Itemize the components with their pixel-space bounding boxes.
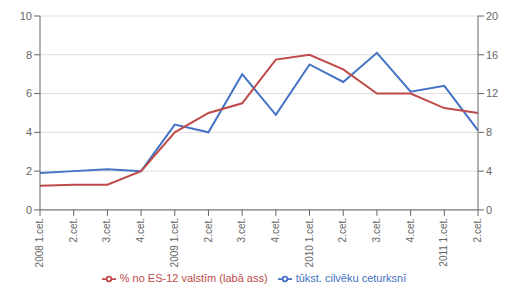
- svg-text:4: 4: [486, 165, 492, 177]
- svg-text:3.cet.: 3.cet.: [101, 218, 112, 242]
- svg-text:20: 20: [486, 10, 498, 22]
- svg-text:2.cet.: 2.cet.: [472, 218, 483, 242]
- svg-text:4.cet.: 4.cet.: [270, 218, 281, 242]
- svg-text:4: 4: [26, 126, 32, 138]
- svg-text:0: 0: [26, 204, 32, 216]
- svg-text:2.cet.: 2.cet.: [68, 218, 79, 242]
- svg-text:3.cet.: 3.cet.: [236, 218, 247, 242]
- svg-text:2: 2: [26, 165, 32, 177]
- svg-text:8: 8: [486, 126, 492, 138]
- svg-text:6: 6: [26, 87, 32, 99]
- svg-text:2011 1.cet.: 2011 1.cet.: [438, 218, 449, 267]
- svg-text:2008 1.cet.: 2008 1.cet.: [34, 218, 45, 267]
- svg-text:4.cet.: 4.cet.: [135, 218, 146, 242]
- svg-text:4.cet.: 4.cet.: [405, 218, 416, 242]
- svg-text:2.cet.: 2.cet.: [203, 218, 214, 242]
- svg-text:2010 1.cet.: 2010 1.cet.: [304, 218, 315, 267]
- svg-text:3.cet.: 3.cet.: [371, 218, 382, 242]
- svg-text:2009 1.cet.: 2009 1.cet.: [169, 218, 180, 267]
- html-text:tūkst. cilvēku ceturksnī: tūkst. cilvēku ceturksnī: [295, 271, 407, 284]
- svg-text:12: 12: [486, 87, 498, 99]
- html-text:% no ES-12 valstīm (labā ass): % no ES-12 valstīm (labā ass): [119, 271, 268, 284]
- svg-text:0: 0: [486, 204, 492, 216]
- svg-text:16: 16: [486, 49, 498, 61]
- svg-text:2.cet.: 2.cet.: [337, 218, 348, 242]
- svg-text:10: 10: [20, 10, 32, 22]
- svg-text:8: 8: [26, 49, 32, 61]
